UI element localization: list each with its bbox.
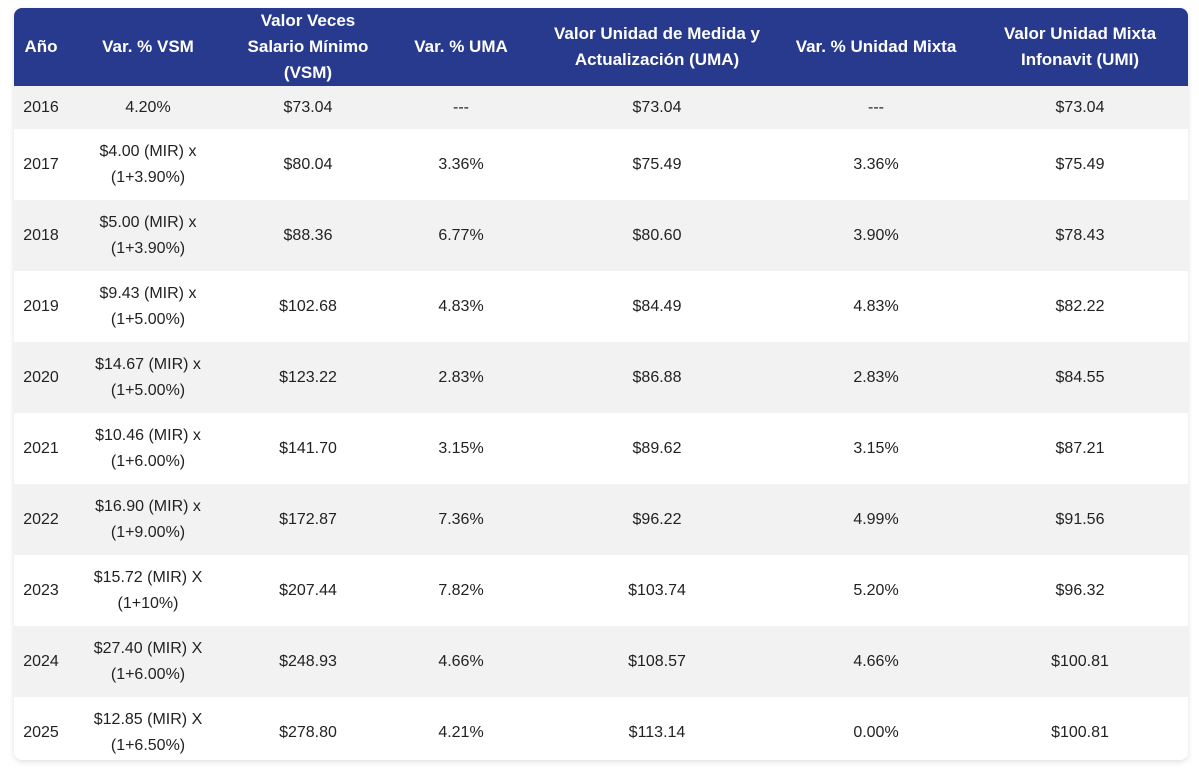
cell-var-uma: 2.83%	[438, 368, 484, 386]
table-row: 2019 $9.43 (MIR) x (1+5.00%) $102.68 4.8…	[14, 271, 1188, 342]
table-row: 2016 4.20% $73.04 --- $73.04 --- $73.04	[14, 86, 1188, 129]
cell-uma: $73.04	[632, 98, 682, 116]
cell-umi: $91.56	[1055, 510, 1105, 528]
cell-umi: $78.43	[1055, 226, 1105, 244]
header-var-vsm: Var. % VSM	[102, 37, 194, 56]
cell-var-uma: 6.77%	[438, 226, 484, 244]
cell-var-vsm: $12.85 (MIR) X (1+6.50%)	[93, 710, 203, 754]
cell-var-vsm: $4.00 (MIR) x (1+3.90%)	[99, 142, 197, 186]
cell-var-uma: 7.36%	[438, 510, 484, 528]
cell-vsm: $248.93	[279, 652, 337, 670]
cell-vsm: $141.70	[279, 439, 337, 457]
header-var-uma: Var. % UMA	[414, 37, 508, 56]
cell-var-mixta: 3.90%	[853, 226, 899, 244]
header-umi: Valor Unidad Mixta Infonavit (UMI)	[1003, 24, 1157, 69]
cell-umi: $84.55	[1055, 368, 1105, 386]
header-var-mixta: Var. % Unidad Mixta	[795, 37, 957, 56]
cell-var-mixta: 2.83%	[853, 368, 899, 386]
cell-var-uma: ---	[453, 98, 469, 116]
cell-umi: $75.49	[1055, 155, 1105, 173]
cell-vsm: $73.04	[283, 98, 333, 116]
cell-var-vsm: $15.72 (MIR) X (1+10%)	[93, 568, 203, 612]
cell-var-uma: 4.21%	[438, 723, 484, 741]
cell-vsm: $172.87	[279, 510, 337, 528]
cell-year: 2021	[23, 439, 59, 457]
cell-umi: $82.22	[1055, 297, 1105, 315]
cell-umi: $87.21	[1055, 439, 1105, 457]
cell-year: 2016	[23, 98, 59, 116]
table-row: 2022 $16.90 (MIR) x (1+9.00%) $172.87 7.…	[14, 484, 1188, 555]
table-row: 2017 $4.00 (MIR) x (1+3.90%) $80.04 3.36…	[14, 129, 1188, 200]
cell-vsm: $207.44	[279, 581, 337, 599]
cell-uma: $86.88	[632, 368, 682, 386]
table-row: 2024 $27.40 (MIR) X (1+6.00%) $248.93 4.…	[14, 626, 1188, 697]
cell-var-vsm: $14.67 (MIR) x (1+5.00%)	[95, 355, 201, 399]
cell-var-uma: 4.66%	[438, 652, 484, 670]
cell-uma: $96.22	[632, 510, 682, 528]
cell-year: 2023	[23, 581, 59, 599]
cell-year: 2022	[23, 510, 59, 528]
cell-var-vsm: $5.00 (MIR) x (1+3.90%)	[99, 213, 197, 257]
cell-var-uma: 3.36%	[438, 155, 484, 173]
cell-vsm: $80.04	[283, 155, 333, 173]
cell-var-mixta: 3.15%	[853, 439, 899, 457]
cell-var-vsm: $10.46 (MIR) x (1+6.00%)	[95, 426, 201, 470]
uma-umi-table: Año Var. % VSM Valor Veces Salario Mínim…	[14, 8, 1188, 760]
header-uma: Valor Unidad de Medida y Actualización (…	[554, 24, 760, 69]
cell-year: 2020	[23, 368, 59, 386]
cell-vsm: $123.22	[279, 368, 337, 386]
cell-vsm: $278.80	[279, 723, 337, 741]
cell-year: 2017	[23, 155, 59, 173]
cell-var-uma: 3.15%	[438, 439, 484, 457]
cell-umi: $96.32	[1055, 581, 1105, 599]
cell-uma: $84.49	[632, 297, 682, 315]
header-vsm: Valor Veces Salario Mínimo (VSM)	[247, 11, 369, 82]
cell-var-uma: 4.83%	[438, 297, 484, 315]
header-year: Año	[24, 37, 58, 56]
cell-uma: $89.62	[632, 439, 682, 457]
cell-var-mixta: 4.83%	[853, 297, 899, 315]
cell-year: 2018	[23, 226, 59, 244]
table-card: Año Var. % VSM Valor Veces Salario Mínim…	[14, 8, 1188, 760]
cell-uma: $103.74	[628, 581, 686, 599]
table-header-row: Año Var. % VSM Valor Veces Salario Mínim…	[14, 8, 1188, 86]
cell-vsm: $102.68	[279, 297, 337, 315]
cell-var-mixta: 3.36%	[853, 155, 899, 173]
cell-uma: $108.57	[628, 652, 686, 670]
cell-year: 2024	[23, 652, 59, 670]
cell-var-uma: 7.82%	[438, 581, 484, 599]
cell-uma: $80.60	[632, 226, 682, 244]
cell-var-mixta: 5.20%	[853, 581, 899, 599]
cell-var-mixta: 0.00%	[853, 723, 899, 741]
cell-vsm: $88.36	[283, 226, 333, 244]
cell-var-vsm: $9.43 (MIR) x (1+5.00%)	[99, 284, 197, 328]
table-row: 2020 $14.67 (MIR) x (1+5.00%) $123.22 2.…	[14, 342, 1188, 413]
table-row: 2018 $5.00 (MIR) x (1+3.90%) $88.36 6.77…	[14, 200, 1188, 271]
table-row: 2023 $15.72 (MIR) X (1+10%) $207.44 7.82…	[14, 555, 1188, 626]
table-row: 2025 $12.85 (MIR) X (1+6.50%) $278.80 4.…	[14, 697, 1188, 760]
cell-var-vsm: 4.20%	[125, 98, 171, 116]
cell-var-mixta: 4.66%	[853, 652, 899, 670]
cell-uma: $75.49	[632, 155, 682, 173]
cell-var-mixta: ---	[868, 98, 884, 116]
cell-umi: $100.81	[1051, 723, 1109, 741]
cell-var-mixta: 4.99%	[853, 510, 899, 528]
cell-var-vsm: $16.90 (MIR) x (1+9.00%)	[95, 497, 201, 541]
cell-var-vsm: $27.40 (MIR) X (1+6.00%)	[93, 639, 203, 683]
cell-umi: $73.04	[1055, 98, 1105, 116]
cell-year: 2019	[23, 297, 59, 315]
cell-umi: $100.81	[1051, 652, 1109, 670]
table-row: 2021 $10.46 (MIR) x (1+6.00%) $141.70 3.…	[14, 413, 1188, 484]
cell-uma: $113.14	[628, 723, 686, 741]
cell-year: 2025	[23, 723, 59, 741]
